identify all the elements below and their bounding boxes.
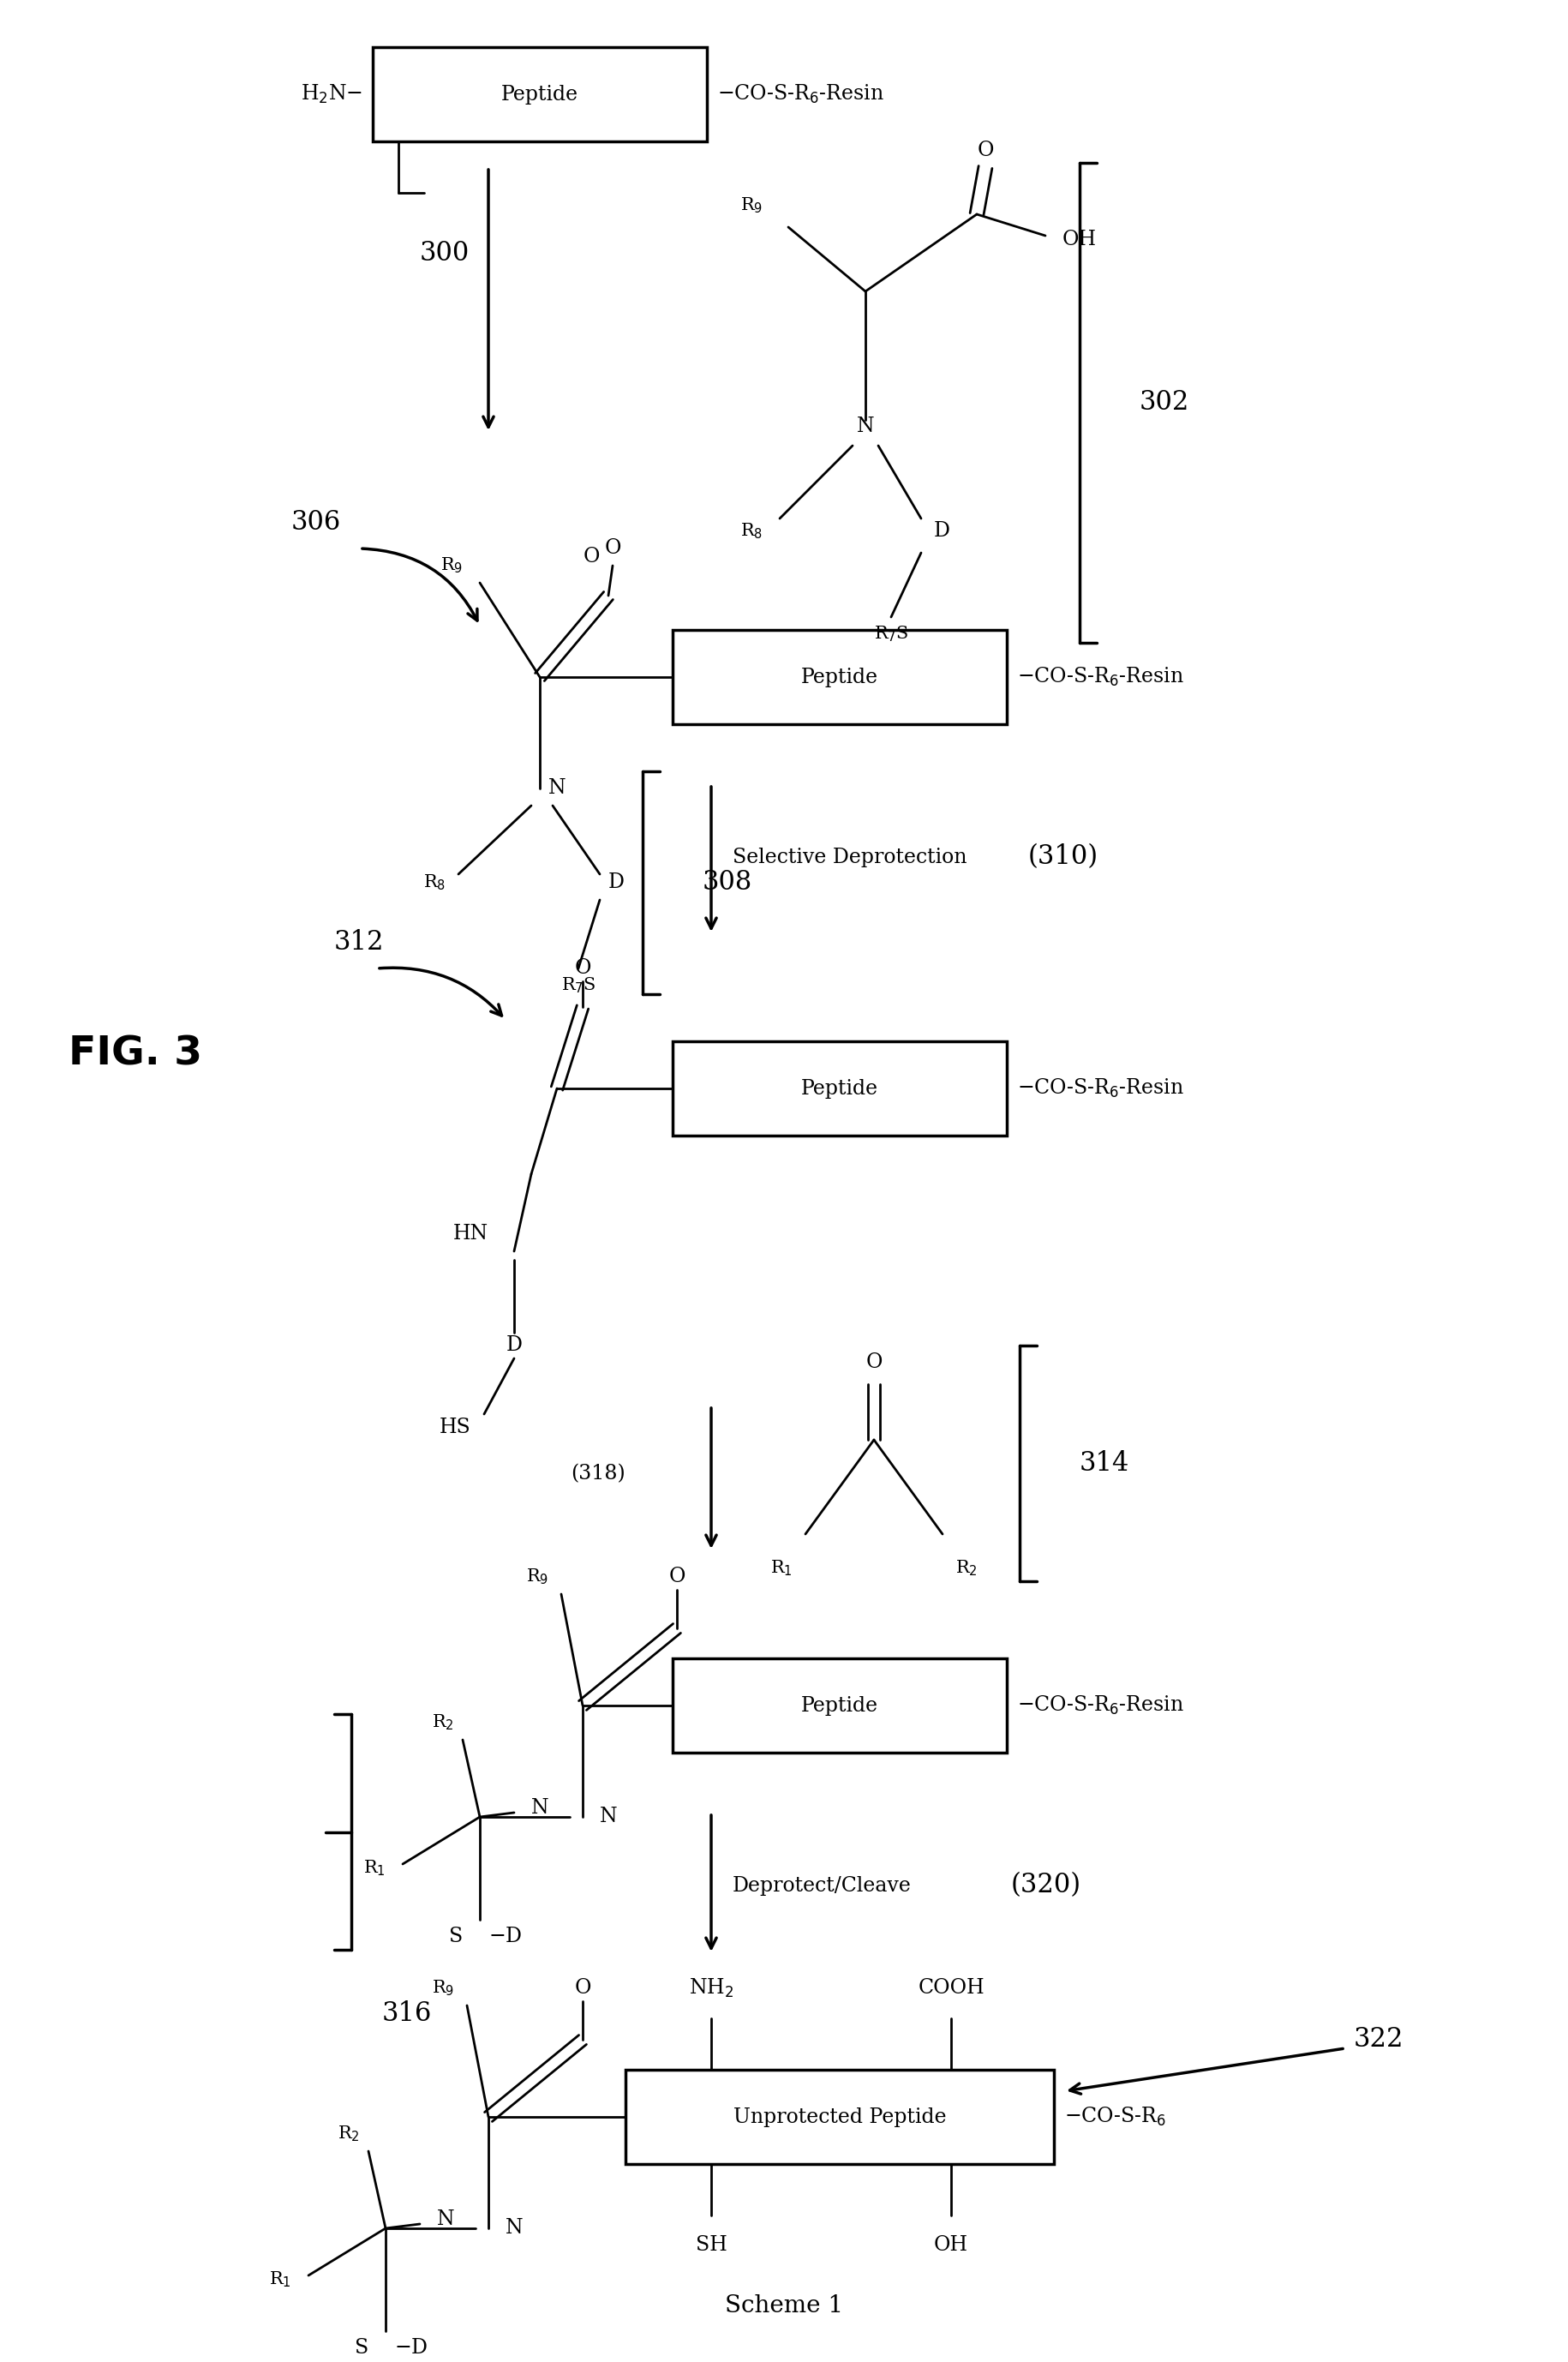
Text: $-$CO-S-R$_6$: $-$CO-S-R$_6$: [1063, 2105, 1165, 2128]
Text: R$_1$: R$_1$: [770, 1559, 792, 1578]
Text: Peptide: Peptide: [801, 1696, 878, 1715]
Text: 322: 322: [1353, 2027, 1403, 2053]
FancyBboxPatch shape: [626, 2069, 1054, 2164]
Text: Deprotect/Cleave: Deprotect/Cleave: [732, 1875, 911, 1894]
Text: O: O: [604, 539, 621, 557]
Text: 308: 308: [702, 869, 753, 895]
FancyBboxPatch shape: [673, 631, 1007, 725]
Text: NH$_2$: NH$_2$: [688, 1977, 734, 2001]
Text: N: N: [532, 1797, 549, 1819]
Text: Scheme 1: Scheme 1: [724, 2294, 842, 2317]
Text: N: N: [856, 418, 873, 437]
Text: 302: 302: [1138, 390, 1189, 416]
Text: R$_8$: R$_8$: [740, 522, 762, 541]
Text: S: S: [354, 2338, 368, 2357]
Text: R$_1$: R$_1$: [270, 2270, 292, 2289]
Text: $-$D: $-$D: [488, 1927, 522, 1946]
Text: N: N: [599, 1807, 618, 1826]
Text: Selective Deprotection: Selective Deprotection: [732, 848, 966, 867]
Text: R$_9$: R$_9$: [431, 1979, 453, 1998]
Text: O: O: [977, 139, 993, 161]
Text: Unprotected Peptide: Unprotected Peptide: [732, 2107, 946, 2126]
Text: 312: 312: [334, 931, 384, 957]
Text: R$_9$: R$_9$: [441, 555, 463, 576]
Text: O: O: [583, 548, 599, 567]
Text: O: O: [574, 959, 591, 978]
Text: 306: 306: [292, 510, 342, 536]
Text: S: S: [448, 1927, 463, 1946]
FancyBboxPatch shape: [673, 1042, 1007, 1136]
Text: $-$CO-S-R$_6$-Resin: $-$CO-S-R$_6$-Resin: [1016, 1694, 1184, 1717]
Text: (318): (318): [571, 1464, 626, 1483]
Text: 314: 314: [1079, 1450, 1129, 1476]
Text: COOH: COOH: [917, 1979, 983, 1998]
Text: (310): (310): [1027, 843, 1098, 869]
Text: R$_2$: R$_2$: [955, 1559, 977, 1578]
Text: R$_8$: R$_8$: [423, 874, 445, 893]
Text: Peptide: Peptide: [500, 85, 579, 104]
Text: $-$CO-S-R$_6$-Resin: $-$CO-S-R$_6$-Resin: [717, 83, 883, 106]
Text: OH: OH: [933, 2234, 967, 2256]
Text: R$_7$S: R$_7$S: [873, 624, 908, 645]
Text: $-$CO-S-R$_6$-Resin: $-$CO-S-R$_6$-Resin: [1016, 666, 1184, 687]
Text: R$_2$: R$_2$: [431, 1712, 453, 1731]
Text: N: N: [437, 2211, 455, 2230]
Text: R$_9$: R$_9$: [740, 196, 762, 215]
Text: $-$CO-S-R$_6$-Resin: $-$CO-S-R$_6$-Resin: [1016, 1077, 1184, 1101]
Text: HS: HS: [439, 1417, 470, 1436]
Text: O: O: [668, 1566, 685, 1587]
Text: SH: SH: [695, 2234, 726, 2256]
Text: FIG. 3: FIG. 3: [69, 1035, 202, 1072]
Text: R$_7$S: R$_7$S: [561, 976, 596, 994]
Text: OH: OH: [1062, 229, 1096, 250]
Text: N: N: [505, 2218, 522, 2239]
Text: D: D: [933, 522, 950, 541]
Text: N: N: [549, 779, 566, 798]
Text: Peptide: Peptide: [801, 1079, 878, 1098]
Text: H$_2$N$-$: H$_2$N$-$: [301, 83, 362, 106]
FancyBboxPatch shape: [673, 1658, 1007, 1753]
Text: Peptide: Peptide: [801, 666, 878, 687]
Text: O: O: [866, 1353, 881, 1372]
Text: R$_9$: R$_9$: [525, 1568, 549, 1587]
Text: HN: HN: [453, 1224, 488, 1245]
Text: O: O: [574, 1979, 591, 1998]
Text: 300: 300: [420, 239, 469, 267]
Text: D: D: [506, 1335, 522, 1356]
Text: (320): (320): [1010, 1873, 1080, 1899]
Text: $-$D: $-$D: [394, 2338, 428, 2357]
Text: R$_1$: R$_1$: [364, 1859, 386, 1878]
FancyBboxPatch shape: [373, 47, 707, 142]
Text: D: D: [608, 874, 624, 893]
Text: 316: 316: [381, 2001, 431, 2027]
Text: R$_2$: R$_2$: [337, 2123, 359, 2145]
